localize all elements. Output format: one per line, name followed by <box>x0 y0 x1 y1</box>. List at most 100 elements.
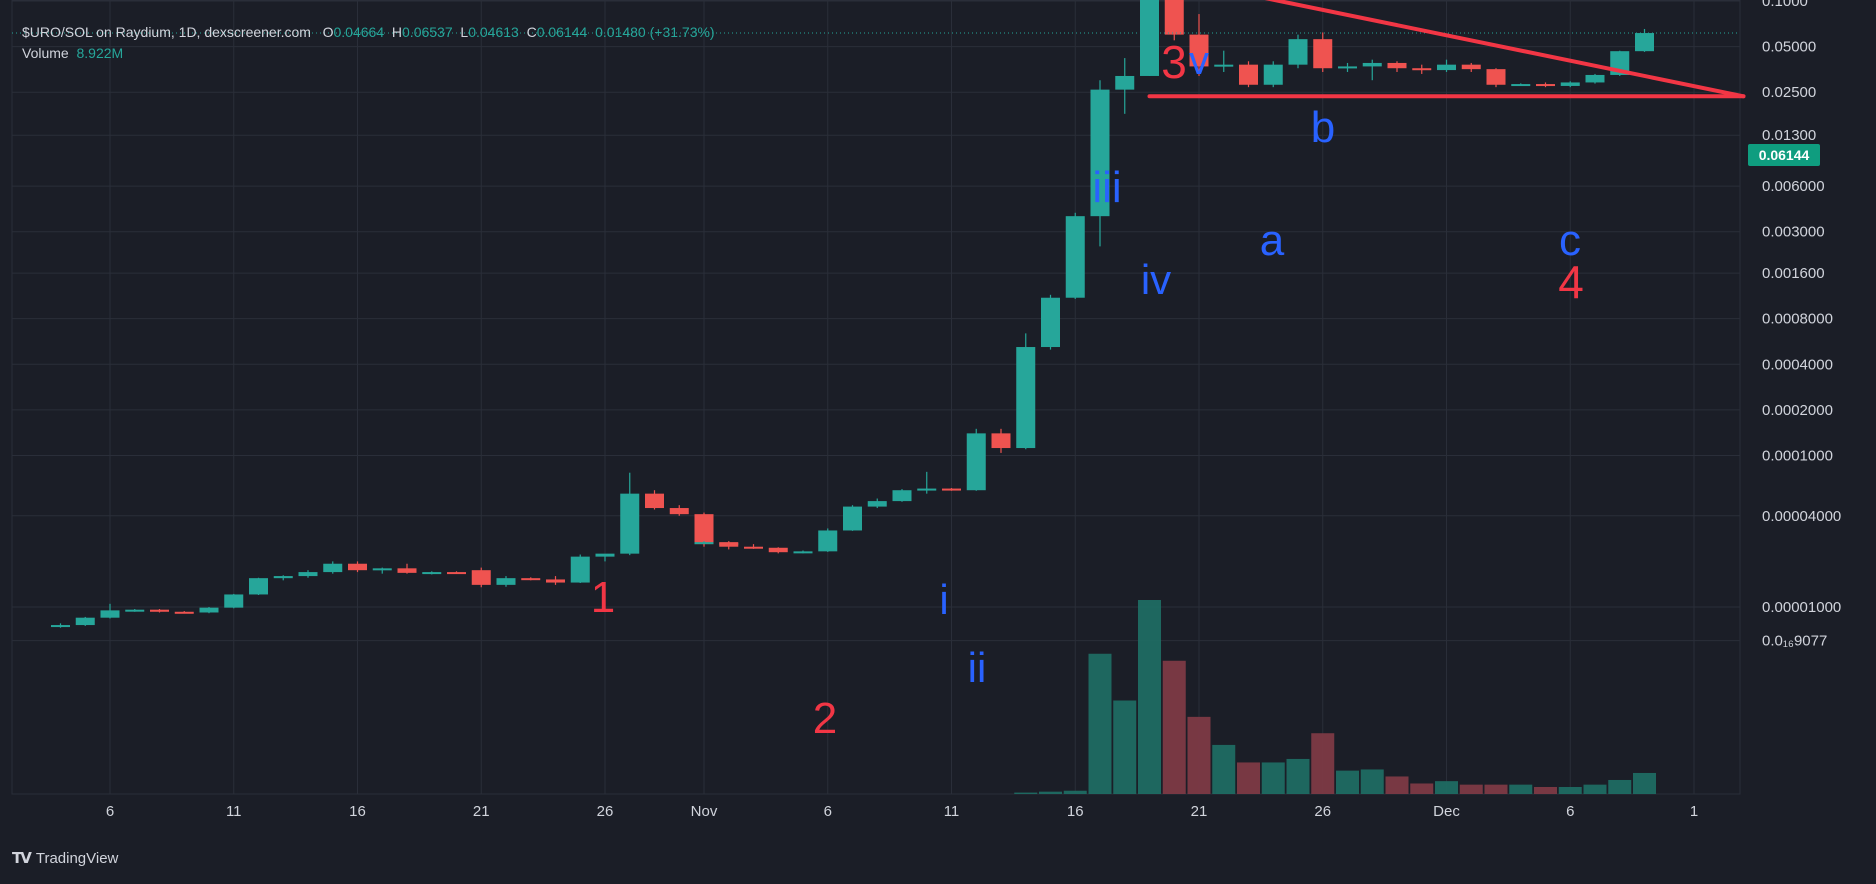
candle[interactable] <box>645 490 664 509</box>
candle-body <box>447 572 466 574</box>
candle[interactable] <box>794 551 813 554</box>
candle[interactable] <box>150 609 169 612</box>
candle[interactable] <box>1586 74 1605 84</box>
x-tick-label: 16 <box>349 803 366 820</box>
candle-body <box>1041 298 1060 347</box>
candle[interactable] <box>51 623 70 627</box>
candle[interactable] <box>1412 65 1431 74</box>
candle-body <box>497 578 516 585</box>
candle[interactable] <box>373 568 392 574</box>
candle[interactable] <box>497 576 516 587</box>
candle[interactable] <box>1165 0 1184 40</box>
candle-body <box>769 548 788 552</box>
candle[interactable] <box>1462 63 1481 72</box>
candle[interactable] <box>398 564 417 574</box>
candle[interactable] <box>1115 58 1134 114</box>
candle[interactable] <box>1289 35 1308 69</box>
candle[interactable] <box>1536 82 1555 87</box>
wave-label[interactable]: 2 <box>813 694 837 743</box>
wave-label[interactable]: i <box>939 576 948 623</box>
volume-bar <box>1361 769 1384 794</box>
candle[interactable] <box>274 575 293 580</box>
candle-body <box>670 508 689 514</box>
candle[interactable] <box>249 578 268 595</box>
candle[interactable] <box>125 609 144 612</box>
candle-body <box>1016 347 1035 448</box>
candle[interactable] <box>447 571 466 574</box>
candle[interactable] <box>472 568 491 588</box>
candle-body <box>1239 65 1258 85</box>
candle[interactable] <box>348 561 367 572</box>
candle[interactable] <box>818 528 837 551</box>
candle[interactable] <box>1561 81 1580 87</box>
candle-body <box>1264 65 1283 85</box>
y-tick-label: 0.05000 <box>1762 39 1816 56</box>
y-tick-label: 0.00004000 <box>1762 508 1841 525</box>
candle-body <box>348 564 367 570</box>
volume-bar <box>1014 793 1037 794</box>
candle[interactable] <box>1635 29 1654 52</box>
candle-body <box>249 578 268 594</box>
wave-label[interactable]: v <box>1189 39 1209 83</box>
candle[interactable] <box>299 570 318 578</box>
candle[interactable] <box>1487 68 1506 87</box>
candle[interactable] <box>546 576 565 585</box>
candle[interactable] <box>942 488 961 491</box>
candle[interactable] <box>744 544 763 549</box>
wave-label[interactable]: iii <box>1092 163 1121 212</box>
tradingview-brand[interactable]: TV TradingView <box>12 849 118 867</box>
candle[interactable] <box>1437 60 1456 72</box>
x-tick-label: 6 <box>106 803 114 820</box>
candle[interactable] <box>175 611 194 614</box>
candle[interactable] <box>670 505 689 516</box>
candle[interactable] <box>1264 61 1283 87</box>
candle[interactable] <box>1239 61 1258 87</box>
candle[interactable] <box>620 473 639 555</box>
wave-label[interactable]: ii <box>968 644 987 691</box>
x-tick-label: 21 <box>1191 803 1208 820</box>
candle[interactable] <box>769 547 788 553</box>
wave-label[interactable]: 4 <box>1558 256 1584 308</box>
candle[interactable] <box>1313 32 1332 72</box>
candle[interactable] <box>1338 63 1357 72</box>
candle-body <box>843 507 862 531</box>
candle[interactable] <box>200 607 219 613</box>
candle[interactable] <box>917 472 936 494</box>
wave-label[interactable]: 3 <box>1161 36 1187 88</box>
candle[interactable] <box>571 555 590 583</box>
candle[interactable] <box>719 541 738 549</box>
candle[interactable] <box>596 554 615 562</box>
candle[interactable] <box>843 505 862 531</box>
candle-body <box>398 568 417 573</box>
candle[interactable] <box>992 429 1011 453</box>
candle-body <box>1462 65 1481 69</box>
candle-body <box>1412 68 1431 70</box>
volume-bar <box>1386 776 1409 794</box>
wave-label[interactable]: iv <box>1141 256 1171 303</box>
candle[interactable] <box>521 577 540 580</box>
candle[interactable] <box>967 429 986 491</box>
wave-label[interactable]: 1 <box>591 573 615 622</box>
candle[interactable] <box>1388 61 1407 72</box>
candle[interactable] <box>1066 213 1085 299</box>
wave-label[interactable]: a <box>1260 216 1285 265</box>
candle[interactable] <box>1511 83 1530 86</box>
candle[interactable] <box>893 489 912 502</box>
candle[interactable] <box>422 571 441 574</box>
wave-label[interactable]: b <box>1311 103 1335 152</box>
candle[interactable] <box>76 617 95 626</box>
candle[interactable] <box>1363 60 1382 81</box>
candle[interactable] <box>1041 295 1060 350</box>
candle[interactable] <box>323 561 342 573</box>
y-tick-label: 0.0₁₆9077 <box>1762 633 1827 650</box>
candle-body <box>422 572 441 574</box>
candle[interactable] <box>1140 0 1159 76</box>
candle[interactable] <box>224 594 243 608</box>
candle[interactable] <box>868 499 887 509</box>
candle[interactable] <box>101 604 120 619</box>
candle-body <box>719 542 738 547</box>
candle[interactable] <box>1016 333 1035 449</box>
candle[interactable] <box>1214 51 1233 72</box>
